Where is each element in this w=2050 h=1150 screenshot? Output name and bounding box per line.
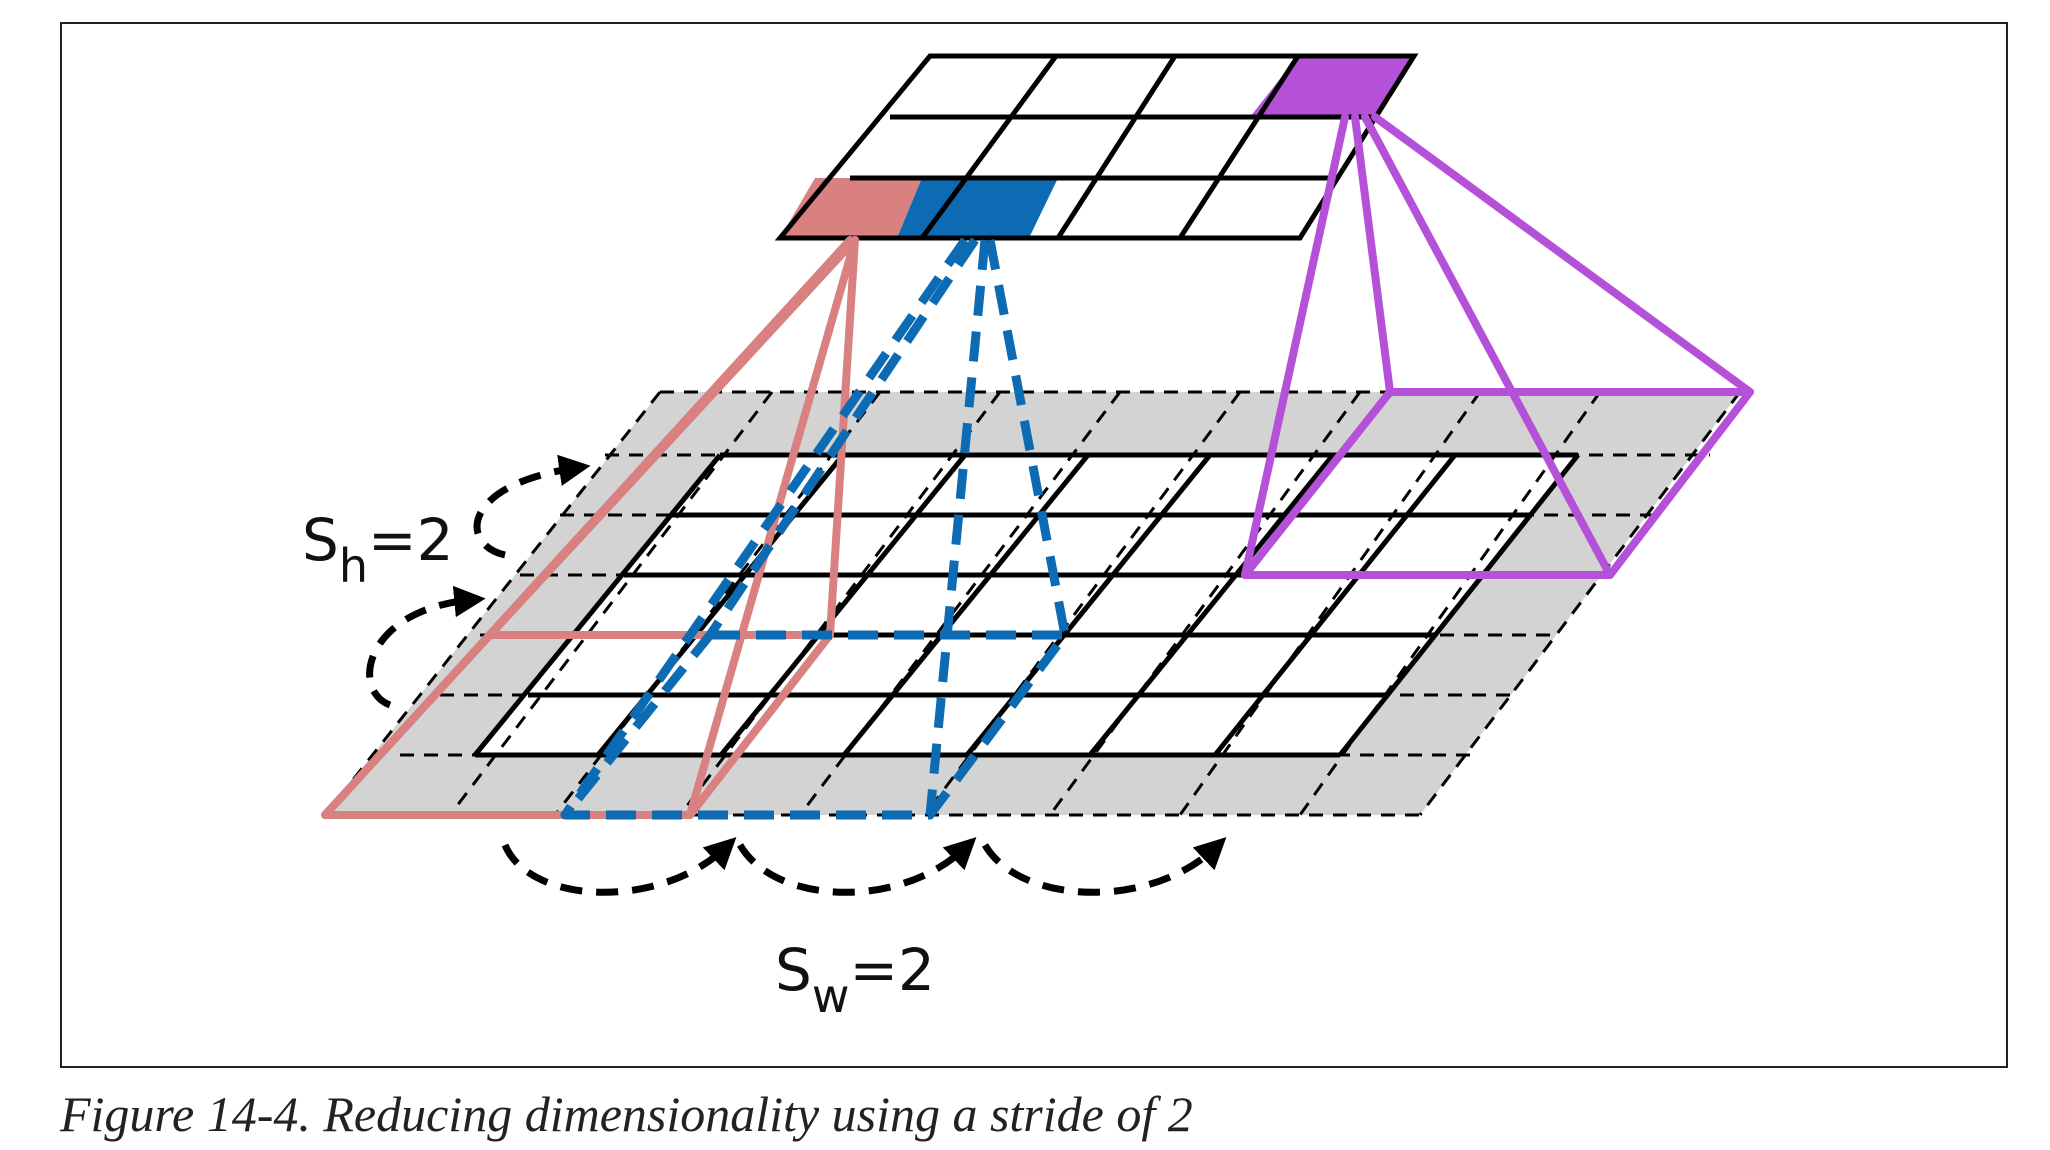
stride-height-label: Sh=2: [302, 506, 453, 593]
arrow-width-1: [501, 837, 737, 896]
output-cell-red: [780, 178, 922, 238]
output-grid-lines: [774, 53, 1419, 241]
input-grid-area: [475, 455, 1578, 755]
receptive-field-blue: [560, 237, 1070, 820]
arrow-height-1: [366, 585, 486, 709]
output-cell-blue: [897, 178, 1058, 238]
figure-caption: Figure 14-4. Reducing dimensionality usi…: [60, 1086, 1193, 1142]
stride-arrows: [366, 454, 1227, 896]
arrow-width-3: [981, 837, 1227, 896]
arrow-width-2: [736, 837, 977, 896]
receptive-field-purple: [1241, 113, 1754, 579]
output-cell-purple: [1250, 56, 1414, 117]
stride-width-label: Sw=2: [775, 936, 935, 1023]
receptive-field-red: [321, 236, 859, 819]
output-feature-map: [774, 53, 1419, 241]
arrow-height-2: [473, 454, 591, 559]
